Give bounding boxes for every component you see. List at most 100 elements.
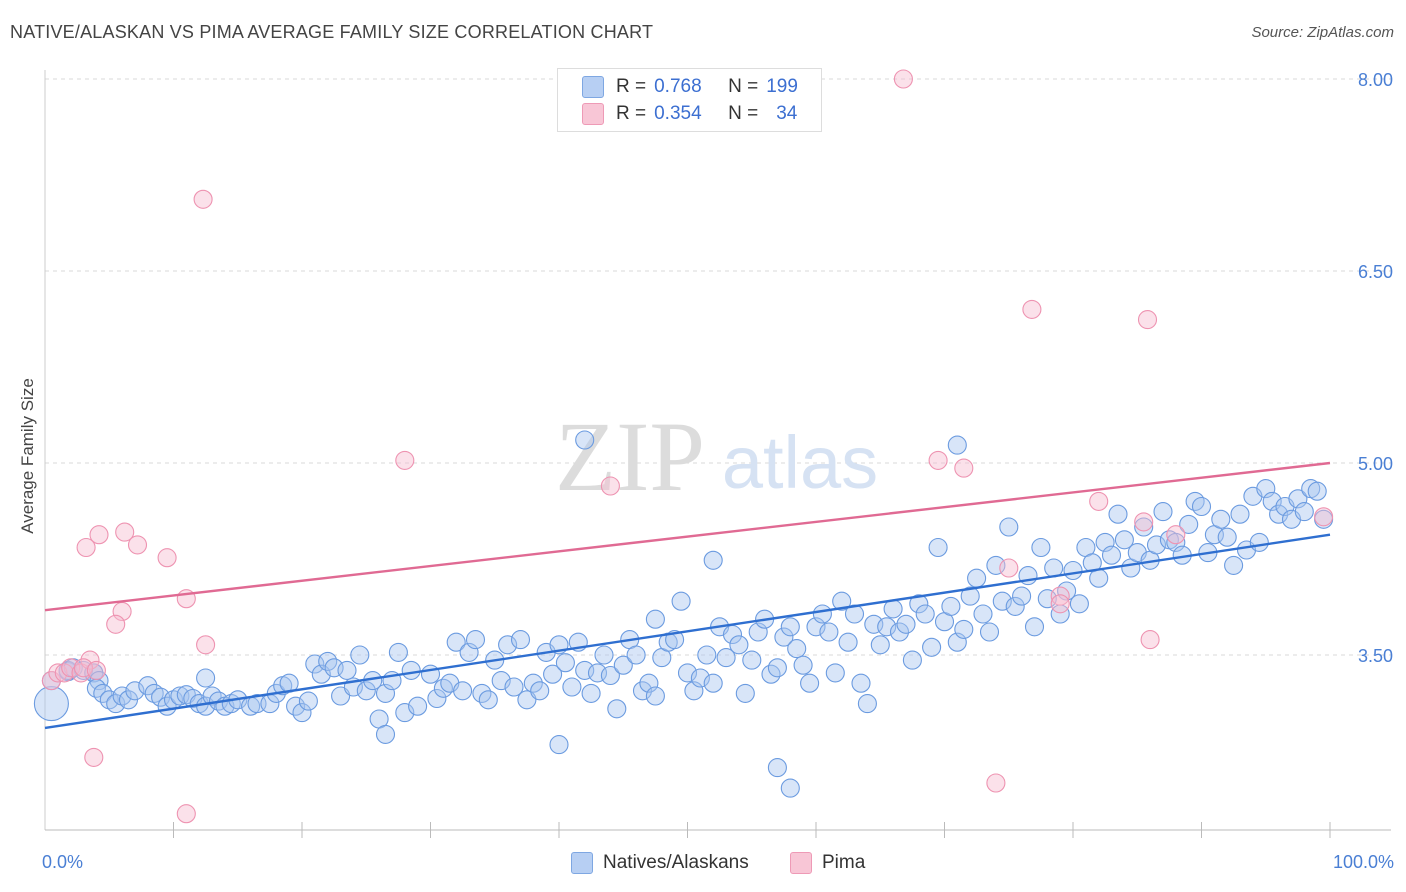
- pima-point: [1022, 299, 1042, 319]
- watermark-zip: ZIP: [555, 401, 705, 512]
- natives-point: [1101, 545, 1122, 565]
- natives-point: [1191, 496, 1212, 517]
- natives-point: [613, 655, 633, 675]
- natives-point: [992, 591, 1012, 611]
- natives-point: [1179, 514, 1199, 534]
- natives-point: [581, 683, 601, 703]
- legend-swatch-natives: [571, 852, 593, 874]
- natives-point: [1063, 560, 1083, 581]
- natives-point: [960, 586, 980, 606]
- pima-point: [1166, 525, 1186, 545]
- x-axis-min-label: 0.0%: [42, 852, 84, 872]
- natives-point: [729, 635, 749, 655]
- natives-point: [703, 550, 723, 570]
- y-tick-labels: 3.50 5.00 6.50 8.00: [1358, 70, 1393, 666]
- pima-point: [999, 558, 1019, 578]
- natives-point: [202, 686, 222, 706]
- natives-point: [1031, 537, 1051, 558]
- pima-point: [1314, 507, 1334, 527]
- legend-r-label: R =: [616, 76, 647, 97]
- natives-point: [1211, 509, 1231, 529]
- pima-point: [893, 69, 913, 89]
- natives-point: [446, 632, 466, 652]
- legend-r-value: 0.768: [654, 76, 702, 97]
- natives-point: [979, 622, 1000, 642]
- x-axis-max-label: 100.0%: [1332, 852, 1394, 872]
- natives-point: [1269, 504, 1289, 524]
- natives-point: [787, 639, 807, 659]
- natives-point: [562, 677, 582, 697]
- natives-point: [832, 591, 852, 611]
- y-tick-label: 8.00: [1358, 70, 1393, 90]
- natives-point: [632, 681, 653, 701]
- natives-point: [1230, 504, 1250, 524]
- natives-point: [575, 430, 595, 450]
- natives-point: [375, 724, 396, 744]
- natives-point: [1185, 491, 1205, 511]
- legend-r-value: 0.354: [654, 103, 702, 124]
- natives-point: [671, 591, 691, 611]
- pima-point: [157, 548, 177, 568]
- natives-point: [510, 630, 531, 650]
- natives-point: [1114, 530, 1134, 550]
- natives-point: [793, 655, 813, 675]
- natives-point: [915, 604, 935, 624]
- legend-swatch-blue: [582, 76, 604, 98]
- pima-point: [600, 476, 620, 496]
- natives-point: [954, 619, 974, 639]
- axes: [44, 70, 1391, 831]
- natives-point: [1134, 517, 1154, 537]
- natives-point: [973, 604, 993, 624]
- natives-point: [1224, 555, 1244, 575]
- natives-point: [1153, 502, 1173, 522]
- legend-swatch-pima: [790, 852, 812, 874]
- pima-point: [1134, 512, 1154, 532]
- natives-point: [196, 668, 216, 688]
- legend-item-natives: Natives/Alaskans: [571, 852, 749, 874]
- natives-point: [889, 622, 910, 642]
- legend-item-pima: Pima: [790, 852, 865, 874]
- natives-point: [607, 699, 627, 719]
- natives-point: [433, 678, 453, 698]
- legend-n-value: 199: [766, 76, 798, 97]
- pima-point: [48, 663, 68, 683]
- natives-point: [138, 676, 158, 696]
- natives-point: [922, 637, 942, 657]
- pima-point: [176, 804, 196, 824]
- natives-point: [1005, 596, 1025, 616]
- natives-point: [498, 635, 518, 655]
- chart-source: Source: ZipAtlas.com: [1251, 24, 1394, 41]
- natives-point: [626, 645, 646, 665]
- natives-point: [504, 677, 524, 697]
- natives-point: [350, 645, 370, 665]
- pima-point: [54, 663, 74, 683]
- natives-point: [1024, 617, 1045, 637]
- natives-point: [465, 630, 486, 650]
- pima-point: [1089, 491, 1109, 511]
- natives-point: [33, 686, 69, 722]
- legend-swatch-pink: [582, 103, 604, 125]
- pima-trend-line: [44, 461, 1331, 612]
- natives-point: [1294, 502, 1314, 522]
- pima-point: [76, 537, 96, 558]
- pima-point: [986, 773, 1006, 793]
- natives-point: [703, 673, 723, 693]
- natives-point: [1249, 532, 1269, 552]
- natives-point: [819, 622, 839, 642]
- pima-point: [193, 189, 213, 209]
- natives-point: [780, 617, 800, 637]
- natives-point: [523, 673, 543, 693]
- natives-point: [825, 663, 845, 683]
- natives-point: [716, 648, 736, 668]
- natives-point: [356, 681, 376, 701]
- legend-r-label: R =: [616, 103, 647, 124]
- natives-point: [735, 683, 755, 703]
- legend-label-pima: Pima: [822, 852, 866, 873]
- natives-point: [388, 642, 408, 662]
- y-tick-label: 6.50: [1358, 262, 1393, 282]
- natives-point: [677, 663, 698, 683]
- pima-point: [115, 522, 135, 542]
- natives-point: [690, 668, 710, 688]
- natives-point: [106, 694, 126, 714]
